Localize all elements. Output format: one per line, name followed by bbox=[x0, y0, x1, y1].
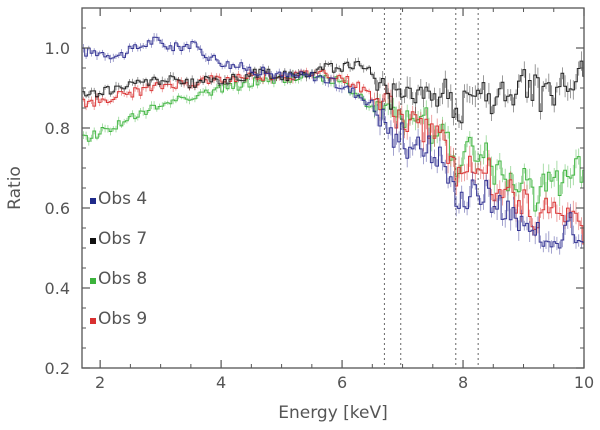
y-axis-title: Ratio bbox=[5, 166, 25, 210]
step-line bbox=[82, 60, 584, 124]
legend-swatch bbox=[90, 238, 96, 244]
x-tick-label: 4 bbox=[216, 373, 226, 392]
series-obs-7 bbox=[82, 51, 584, 130]
legend-item-obs-4: Obs 4 bbox=[90, 189, 147, 209]
step-line bbox=[82, 36, 584, 249]
x-tick-label: 2 bbox=[95, 373, 105, 392]
y-tick-label: 1.0 bbox=[45, 39, 70, 58]
error-bars bbox=[83, 33, 584, 255]
error-bars bbox=[83, 69, 584, 217]
x-tick-label: 8 bbox=[458, 373, 468, 392]
legend-label: Obs 9 bbox=[98, 309, 147, 329]
y-tick-label: 0.6 bbox=[45, 199, 70, 218]
y-tick-label: 0.8 bbox=[45, 119, 70, 138]
y-tick-label: 0.2 bbox=[45, 359, 70, 378]
series-obs-9 bbox=[82, 67, 584, 255]
x-tick-label: 10 bbox=[574, 373, 594, 392]
y-tick-label: 0.4 bbox=[45, 279, 70, 298]
legend-label: Obs 7 bbox=[98, 229, 147, 249]
y-axis-ticks: 0.2 0.4 0.6 0.8 1.0 bbox=[45, 27, 584, 378]
vertical-reference-lines bbox=[383, 8, 479, 368]
step-line bbox=[82, 72, 584, 212]
legend-label: Obs 4 bbox=[98, 189, 147, 209]
legend-item-obs-9: Obs 9 bbox=[90, 309, 147, 329]
legend: Obs 4 Obs 7 Obs 8 Obs 9 bbox=[90, 189, 147, 329]
error-bars bbox=[83, 51, 584, 130]
x-axis-title: Energy [keV] bbox=[278, 403, 388, 423]
legend-swatch bbox=[90, 278, 96, 284]
legend-swatch bbox=[90, 198, 96, 204]
legend-label: Obs 8 bbox=[98, 269, 147, 289]
series-layer bbox=[82, 33, 584, 255]
plot-frame bbox=[81, 7, 585, 369]
legend-swatch bbox=[90, 318, 96, 324]
x-axis-ticks: 2 4 6 8 10 bbox=[95, 8, 594, 392]
legend-item-obs-7: Obs 7 bbox=[90, 229, 147, 249]
x-tick-label: 6 bbox=[337, 373, 347, 392]
step-line bbox=[82, 69, 584, 245]
legend-item-obs-8: Obs 8 bbox=[90, 269, 147, 289]
series-obs-8 bbox=[82, 69, 584, 217]
series-obs-4 bbox=[82, 33, 584, 255]
